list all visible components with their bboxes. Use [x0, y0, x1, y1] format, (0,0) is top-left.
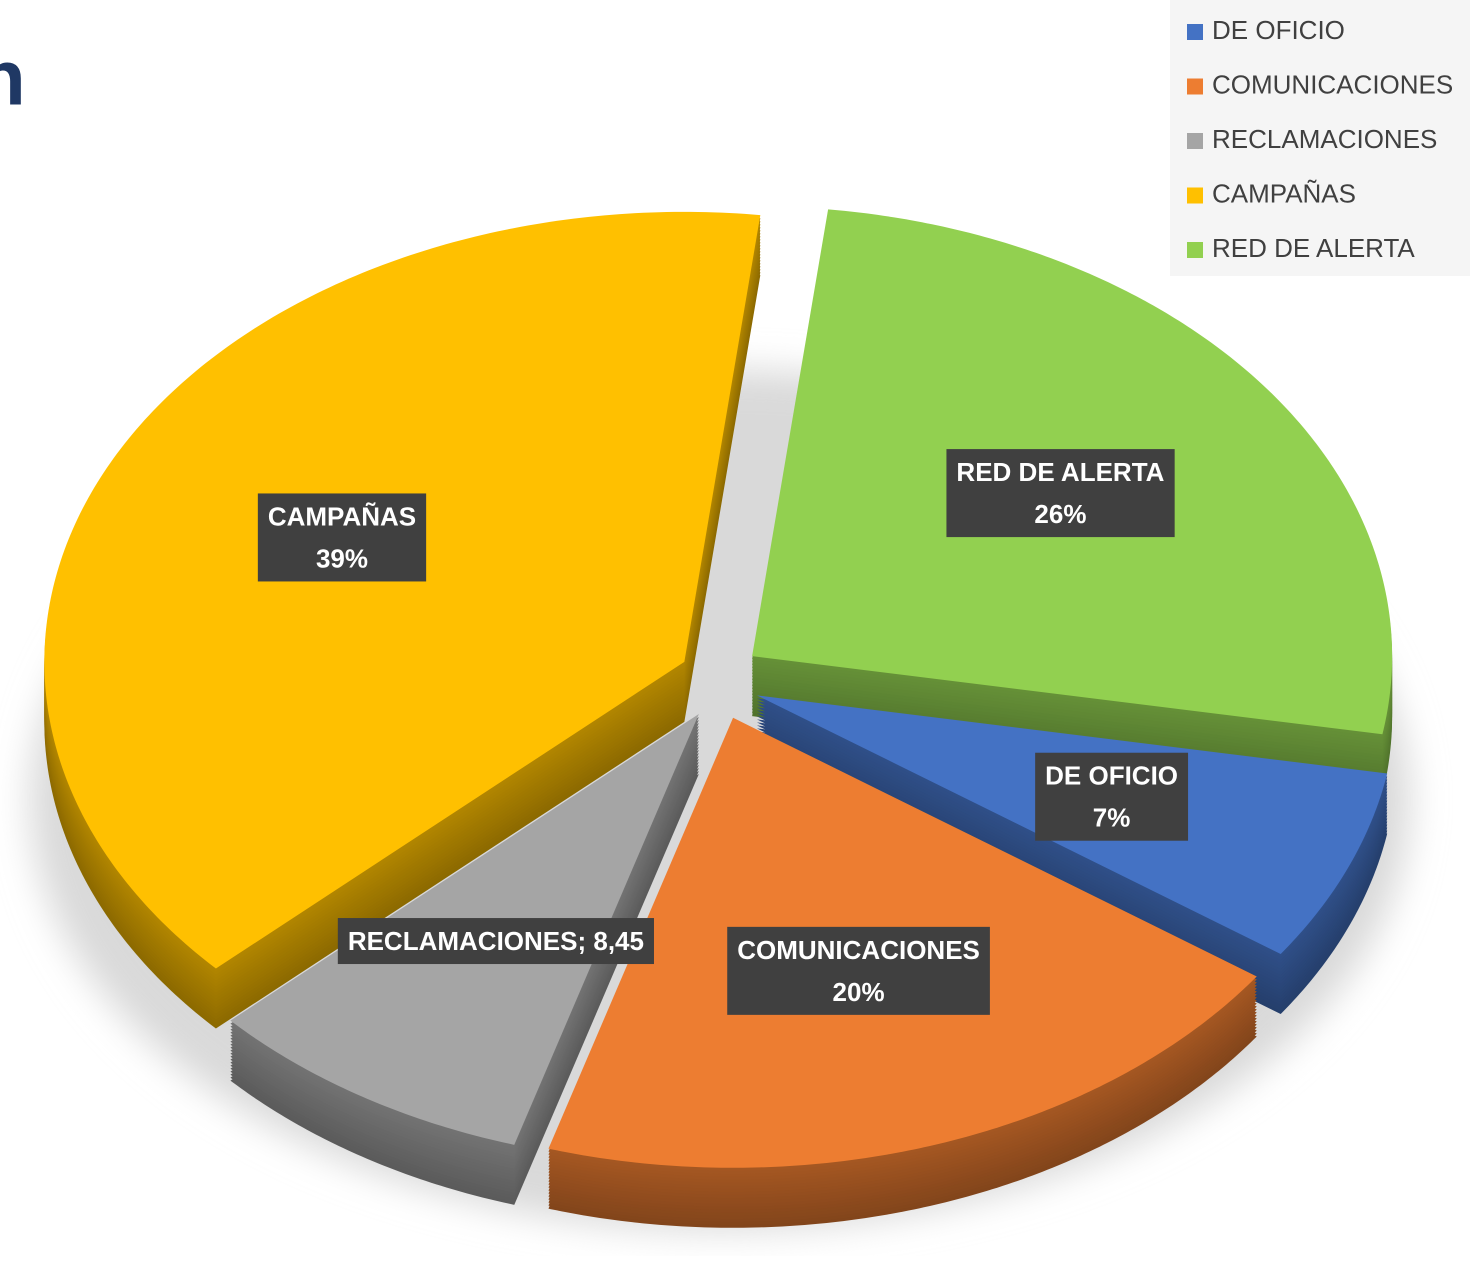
data-label-box	[337, 918, 654, 965]
data-label-text: COMUNICACIONES	[737, 935, 980, 965]
data-label: RED DE ALERTA 26%	[946, 449, 1175, 538]
legend-label: RECLAMACIONES	[1212, 124, 1437, 154]
data-label: RECLAMACIONES; 8,45	[337, 918, 654, 965]
chart-title: n	[0, 34, 26, 122]
slice	[44, 211, 761, 969]
data-label: CAMPAÑAS 39%	[257, 493, 427, 582]
legend-swatch	[1187, 242, 1203, 258]
legend-label: CAMPAÑAS	[1212, 178, 1356, 208]
data-label-text: CAMPAÑAS	[268, 501, 416, 531]
legend-swatch	[1187, 187, 1203, 204]
data-label-box	[257, 493, 427, 582]
data-label-box	[1035, 752, 1189, 841]
legend-swatch	[1187, 133, 1203, 149]
legend-swatch	[1187, 78, 1203, 95]
legend	[1170, 0, 1470, 276]
data-label-box	[946, 449, 1175, 538]
legend-label: RED DE ALERTA	[1212, 233, 1415, 263]
data-label-text: 26%	[1034, 499, 1086, 529]
data-label-text: RECLAMACIONES; 8,45	[348, 926, 644, 956]
data-label-text: RED DE ALERTA	[956, 457, 1164, 487]
data-label-text: DE OFICIO	[1045, 761, 1178, 791]
legend-label: DE OFICIO	[1212, 15, 1345, 45]
data-label-text: 39%	[316, 543, 368, 573]
data-label: DE OFICIO 7%	[1035, 752, 1189, 841]
data-label-box	[727, 926, 990, 1015]
data-label-text: 7%	[1093, 803, 1131, 833]
legend-label: COMUNICACIONES	[1212, 69, 1453, 99]
data-label-text: 20%	[833, 977, 885, 1007]
legend-swatch	[1187, 24, 1203, 40]
data-label: COMUNICACIONES 20%	[727, 926, 990, 1015]
